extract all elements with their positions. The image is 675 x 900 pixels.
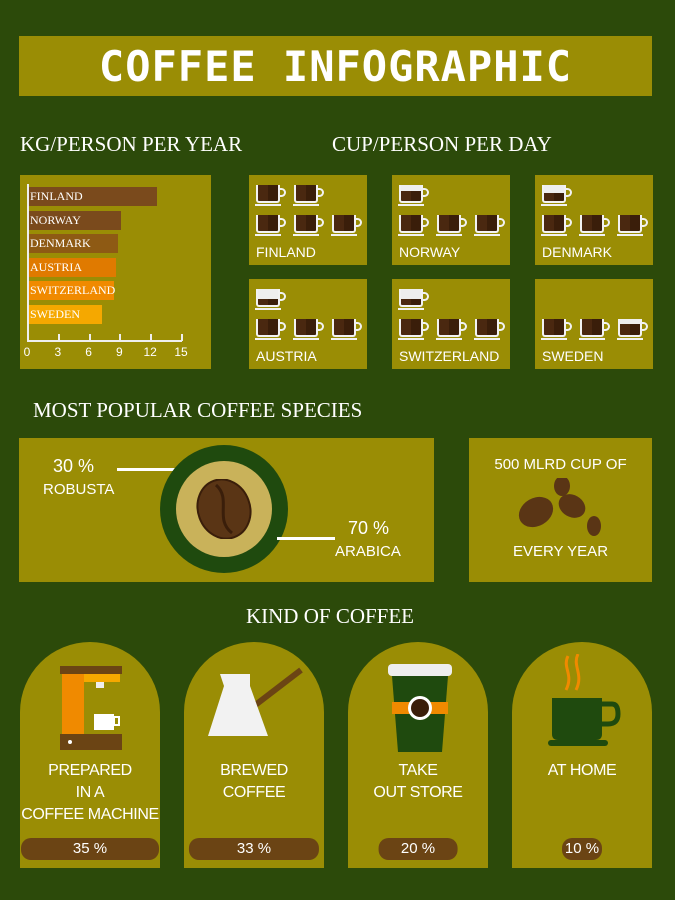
coffee-bean-icon: [196, 479, 252, 539]
arabica-pct: 70 %: [348, 518, 390, 538]
cup-icon: [617, 319, 648, 340]
kind-label: PREPARED IN A COFFEE MACHINE: [10, 760, 170, 826]
bar-sweden: SWEDEN: [27, 304, 102, 324]
x-tick-label: 6: [85, 345, 92, 359]
cup-icon: [255, 185, 286, 206]
kind-label: AT HOME: [502, 760, 662, 782]
cup-icon: [474, 215, 505, 236]
species-panel: 30 % ROBUSTA 70 % ARABICA: [19, 438, 434, 582]
bar-denmark: DENMARK: [27, 234, 119, 253]
x-tick-label: 15: [174, 345, 188, 359]
kind-label-line: COFFEE: [222, 784, 286, 801]
cup-icon: [474, 319, 505, 340]
cup-panel-norway: NORWAY: [392, 175, 510, 265]
x-tick-mark: [119, 334, 122, 341]
cup-heading: CUP/PERSON PER DAY: [332, 132, 552, 156]
robusta-label: ROBUSTA: [43, 481, 115, 498]
cup-icon: [541, 185, 572, 206]
coffee-machine-icon: [60, 666, 122, 750]
x-tick-label: 3: [54, 345, 62, 359]
kind-label-line: PREPARED: [48, 762, 132, 779]
cup-icon: [293, 215, 324, 236]
cup-icon: [436, 319, 467, 340]
takeaway-cup-icon: [388, 664, 452, 752]
kind-card: BREWED COFFEE 33 %: [184, 642, 324, 868]
percent-pill: 20 %: [378, 838, 458, 860]
bar-norway: NORWAY: [27, 210, 122, 230]
kind-label: BREWED COFFEE: [174, 760, 334, 804]
arabica-label: ARABICA: [335, 543, 401, 560]
cup-icon: [541, 215, 572, 236]
page-title: COFFEE INFOGRAPHIC: [98, 41, 573, 91]
kg-heading: KG/PERSON PER YEAR: [20, 132, 243, 156]
cup-panel-austria: AUSTRIA: [249, 279, 367, 369]
kind-card: TAKE OUT STORE 20 %: [348, 642, 488, 868]
cup-icon: [331, 319, 362, 340]
percent-pill: 35 %: [21, 838, 159, 860]
x-tick-mark: [88, 334, 91, 341]
title-banner: COFFEE INFOGRAPHIC: [19, 36, 652, 96]
country-label: DENMARK: [542, 244, 613, 260]
kind-card: PREPARED IN A COFFEE MACHINE 35 %: [20, 642, 160, 868]
kind-label-line: BREWED: [220, 762, 288, 779]
cup-icon: [255, 215, 286, 236]
cup-icon: [436, 215, 467, 236]
arabica-leader-line: [277, 537, 335, 540]
robusta-leader-line: [117, 468, 175, 471]
cup-icon: [293, 319, 324, 340]
x-tick-mark: [57, 334, 60, 341]
yearly-panel: 500 MLRD CUP OF EVERY YEAR: [469, 438, 652, 582]
cup-icon: [398, 319, 429, 340]
percent-pill: 33 %: [188, 838, 320, 860]
turkish-coffee-pot-icon: [208, 667, 303, 736]
y-axis: [27, 184, 29, 341]
country-label: SWEDEN: [542, 348, 604, 364]
cup-icon: [398, 215, 429, 236]
kind-label: TAKE OUT STORE: [338, 760, 498, 804]
coffee-beans-icon: [518, 478, 601, 536]
yearly-line2: EVERY YEAR: [512, 543, 609, 560]
cup-icon: [255, 289, 286, 310]
kind-label-line: OUT STORE: [373, 784, 463, 801]
species-heading: MOST POPULAR COFFEE SPECIES: [33, 398, 363, 422]
bar-austria: AUSTRIA: [27, 257, 117, 277]
bar-switzerland: SWITZERLAND: [27, 281, 115, 300]
x-tick-mark: [150, 334, 153, 341]
kind-label-line: TAKE: [398, 762, 438, 779]
cup-icon: [293, 185, 324, 206]
country-label: NORWAY: [399, 244, 461, 260]
percent-pill: 10 %: [562, 838, 602, 860]
species-donut: [160, 445, 288, 573]
cup-icon: [255, 319, 286, 340]
cup-panel-switzerland: SWITZERLAND: [392, 279, 510, 369]
bar-finland: FINLAND: [27, 187, 158, 206]
x-tick-label: 12: [143, 345, 157, 359]
cup-icon: [579, 215, 610, 236]
x-tick-label: 9: [116, 345, 123, 359]
kind-heading: KIND OF COFFEE: [245, 604, 415, 628]
kind-label-line: AT HOME: [547, 762, 617, 779]
cup-panel-sweden: SWEDEN: [535, 279, 653, 369]
cup-icon: [541, 319, 572, 340]
kind-card: AT HOME 10 %: [512, 642, 652, 868]
cup-icon: [579, 319, 610, 340]
x-tick-mark: [27, 334, 29, 341]
cup-icon: [398, 289, 429, 310]
country-label: AUSTRIA: [256, 348, 317, 364]
yearly-line1: 500 MLRD CUP OF: [494, 456, 627, 473]
x-tick-label: 0: [23, 345, 31, 359]
cup-icon: [617, 215, 648, 236]
robusta-pct: 30 %: [53, 456, 95, 476]
kind-label-line: COFFEE MACHINE: [21, 806, 159, 823]
country-label: SWITZERLAND: [399, 348, 500, 364]
cup-panel-finland: FINLAND: [249, 175, 367, 265]
cup-panel-denmark: DENMARK: [535, 175, 653, 265]
x-axis: [27, 340, 182, 342]
hot-cup-icon: [548, 653, 621, 746]
kind-label-line: IN A: [75, 784, 105, 801]
cup-icon: [398, 185, 429, 206]
x-tick-mark: [181, 334, 183, 341]
country-label: FINLAND: [256, 244, 316, 260]
cup-icon: [331, 215, 362, 236]
